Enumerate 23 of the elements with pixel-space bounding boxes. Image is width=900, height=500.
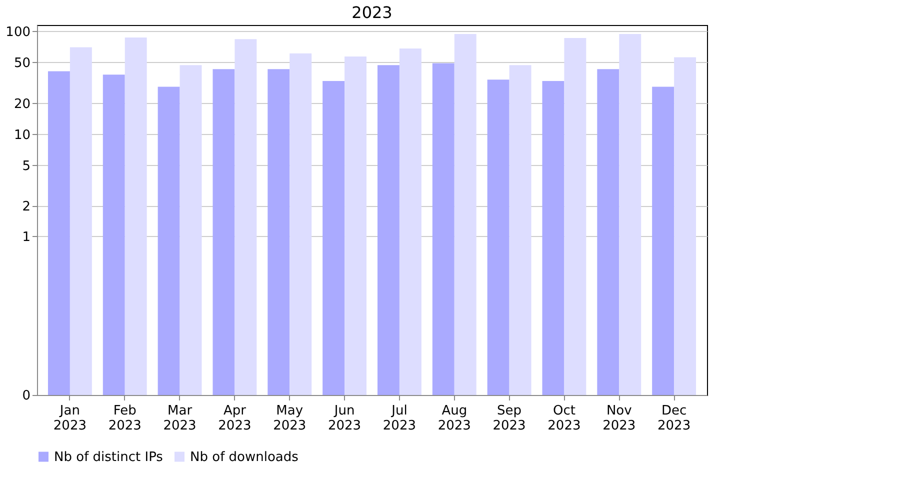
y-tick-label: 2	[22, 200, 30, 215]
y-tick-label: 20	[14, 96, 30, 112]
x-tick-label: Jun 2023	[328, 404, 362, 434]
x-tick-label: May 2023	[273, 404, 306, 434]
y-tick-label: 10	[14, 128, 30, 143]
x-tick-label: Feb 2023	[108, 404, 142, 434]
y-tick-label: 5	[22, 158, 30, 174]
chart-title: 2023	[352, 3, 392, 22]
legend-label: Nb of distinct IPs	[54, 450, 164, 465]
x-tick-label: Nov 2023	[602, 404, 636, 434]
x-tick-label: Mar 2023	[163, 404, 196, 434]
y-tick-label: 100	[6, 24, 30, 40]
legend-label: Nb of downloads	[190, 450, 299, 465]
y-tick-label: 1	[22, 230, 30, 245]
x-tick-label: Dec 2023	[658, 404, 691, 434]
x-tick-label: Sep 2023	[492, 404, 526, 434]
x-tick-label: Oct 2023	[548, 404, 581, 434]
x-tick-label: Apr 2023	[218, 404, 252, 434]
x-tick-label: Jul 2023	[382, 404, 416, 434]
y-tick-label: 0	[22, 388, 30, 404]
y-tick-label: 50	[14, 56, 30, 71]
x-tick-label: Jan 2023	[53, 404, 86, 434]
x-tick-label: Aug 2023	[438, 404, 471, 434]
